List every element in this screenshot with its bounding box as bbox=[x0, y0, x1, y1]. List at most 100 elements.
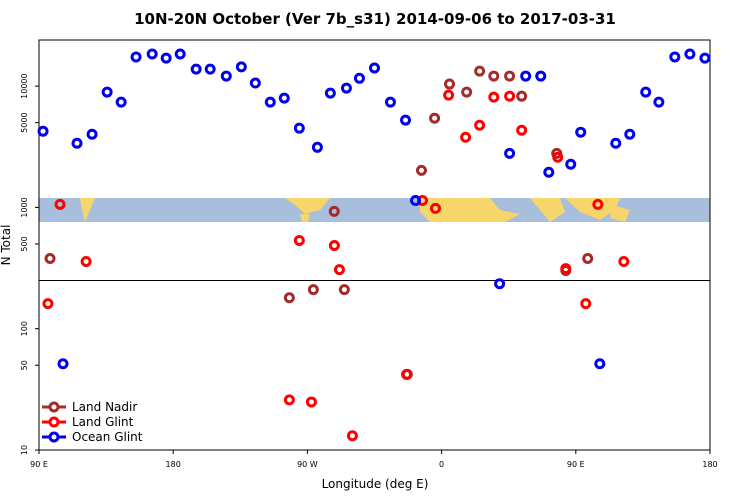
point bbox=[504, 90, 516, 102]
point bbox=[307, 284, 319, 296]
point bbox=[575, 126, 587, 138]
point bbox=[305, 396, 317, 408]
point bbox=[190, 63, 202, 75]
point bbox=[353, 72, 365, 84]
point bbox=[594, 358, 606, 370]
point bbox=[86, 128, 98, 140]
legend-label: Ocean Glint bbox=[72, 430, 143, 444]
point bbox=[516, 124, 528, 136]
point bbox=[384, 96, 396, 108]
point bbox=[504, 70, 516, 82]
point bbox=[338, 284, 350, 296]
y-tick-label: 500 bbox=[20, 236, 29, 251]
point bbox=[582, 253, 594, 265]
point bbox=[461, 86, 473, 98]
point bbox=[328, 240, 340, 252]
point bbox=[37, 125, 49, 137]
point bbox=[684, 48, 696, 60]
y-tick-label: 10000 bbox=[20, 73, 29, 98]
legend-label: Land Nadir bbox=[72, 400, 137, 414]
point bbox=[516, 90, 528, 102]
x-tick-label: 180 bbox=[166, 460, 181, 469]
point bbox=[624, 128, 636, 140]
point bbox=[653, 96, 665, 108]
point bbox=[592, 198, 604, 210]
point bbox=[80, 256, 92, 268]
point bbox=[324, 87, 336, 99]
point bbox=[235, 61, 247, 73]
point bbox=[474, 65, 486, 77]
point bbox=[610, 137, 622, 149]
point bbox=[146, 48, 158, 60]
point bbox=[494, 278, 506, 290]
plot-frame bbox=[38, 39, 711, 451]
x-axis-label: Longitude (deg E) bbox=[322, 477, 429, 491]
point bbox=[71, 137, 83, 149]
point bbox=[44, 253, 56, 265]
point bbox=[618, 256, 630, 268]
point bbox=[293, 234, 305, 246]
map-strip bbox=[39, 198, 710, 222]
point bbox=[311, 141, 323, 153]
x-tick-label: 90 E bbox=[30, 460, 48, 469]
point bbox=[552, 151, 564, 163]
point bbox=[340, 82, 352, 94]
legend-marker bbox=[48, 416, 60, 428]
point bbox=[346, 430, 358, 442]
point bbox=[699, 52, 711, 64]
legend-marker bbox=[48, 401, 60, 413]
y-tick-label: 10 bbox=[20, 445, 29, 455]
y-tick-label: 100 bbox=[20, 321, 29, 336]
point bbox=[401, 368, 413, 380]
y-tick-label: 50 bbox=[20, 360, 29, 370]
point bbox=[520, 70, 532, 82]
point bbox=[488, 70, 500, 82]
point bbox=[488, 91, 500, 103]
legend-marker bbox=[48, 431, 60, 443]
point bbox=[283, 292, 295, 304]
x-tick-label: 90 W bbox=[297, 460, 318, 469]
point bbox=[278, 92, 290, 104]
point bbox=[101, 86, 113, 98]
x-tick-label: 0 bbox=[439, 460, 444, 469]
point bbox=[115, 96, 127, 108]
point bbox=[57, 358, 69, 370]
point bbox=[429, 112, 441, 124]
point bbox=[460, 131, 472, 143]
point bbox=[415, 164, 427, 176]
point bbox=[669, 51, 681, 63]
y-tick-label: 5000 bbox=[20, 112, 29, 132]
point bbox=[220, 70, 232, 82]
legend-label: Land Glint bbox=[72, 415, 134, 429]
point bbox=[443, 89, 455, 101]
point bbox=[328, 205, 340, 217]
point bbox=[42, 298, 54, 310]
point bbox=[160, 52, 172, 64]
point bbox=[535, 70, 547, 82]
x-tick-label: 90 E bbox=[567, 460, 585, 469]
point bbox=[204, 63, 216, 75]
point bbox=[333, 264, 345, 276]
point bbox=[174, 48, 186, 60]
point bbox=[640, 86, 652, 98]
y-axis-label: N Total bbox=[0, 225, 13, 266]
x-tick-label: 180 bbox=[702, 460, 717, 469]
point bbox=[543, 166, 555, 178]
point bbox=[580, 298, 592, 310]
point bbox=[283, 394, 295, 406]
point bbox=[369, 62, 380, 74]
point bbox=[264, 96, 276, 108]
chart-title: 10N-20N October (Ver 7b_s31) 2014-09-06 … bbox=[134, 10, 616, 28]
point bbox=[54, 198, 66, 210]
point bbox=[565, 158, 577, 170]
point bbox=[410, 195, 422, 207]
point bbox=[293, 122, 305, 134]
point bbox=[429, 202, 441, 214]
point bbox=[130, 51, 142, 63]
y-tick-label: 1000 bbox=[20, 197, 29, 217]
point bbox=[560, 263, 572, 275]
point bbox=[474, 119, 486, 131]
point bbox=[400, 114, 412, 126]
point bbox=[249, 77, 261, 89]
